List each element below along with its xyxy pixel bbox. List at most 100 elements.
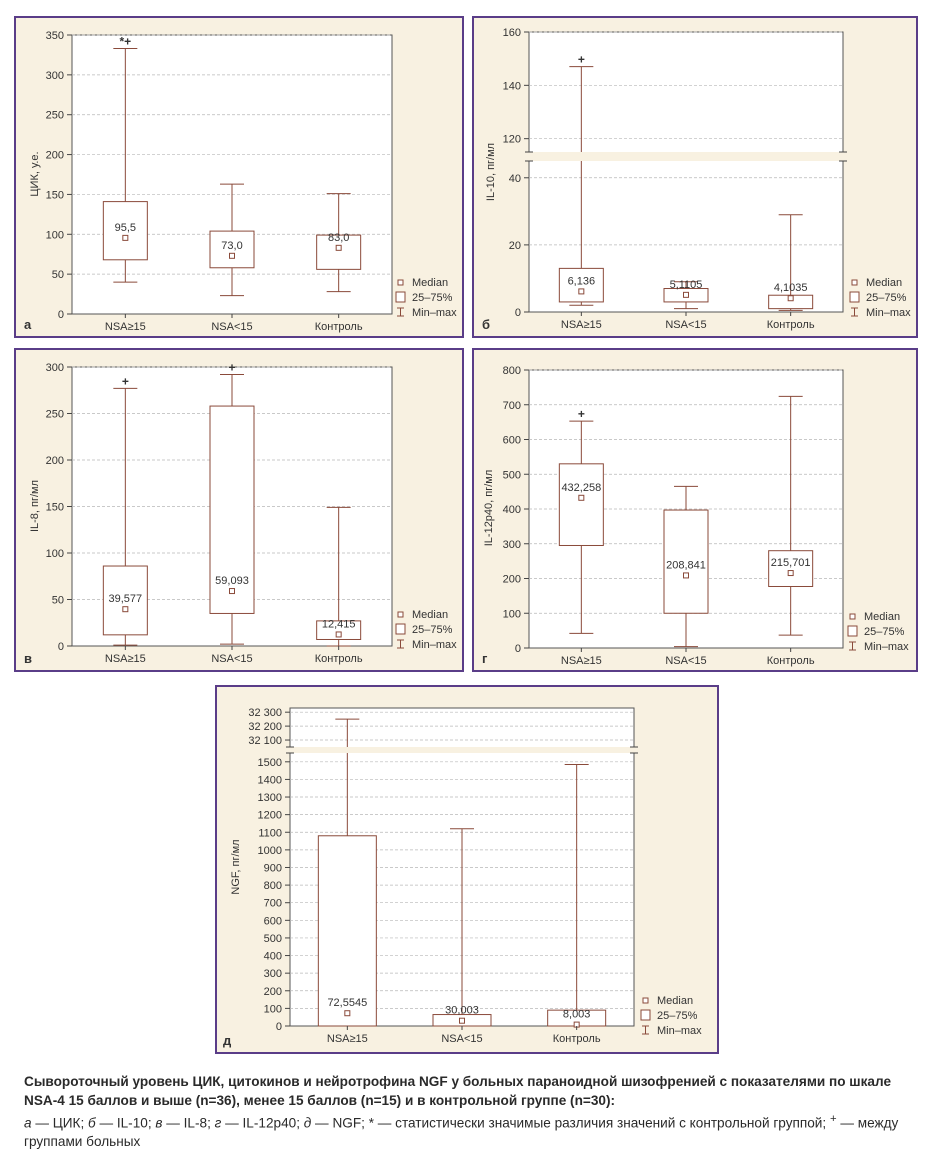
y-tick-label: 0 — [58, 309, 64, 321]
legend-box-swatch — [395, 623, 406, 635]
y-tick-label: 100 — [46, 548, 64, 560]
legend-median-label: Median — [657, 995, 693, 1007]
iqr-box — [316, 234, 362, 270]
panel-label-d: д — [223, 1033, 232, 1048]
legend-median-label: Median — [412, 277, 448, 289]
boxes-a: 95,5 *+ 73,0 83,0 — [102, 35, 362, 297]
panel-label-v: в — [24, 651, 32, 666]
y-tick-label: 40 — [509, 173, 521, 185]
y-tick-label: 150 — [46, 502, 64, 514]
median-marker — [787, 570, 794, 577]
y-tick-label: 50 — [52, 269, 64, 281]
y-axis-label-d: NGF, пг/мл — [230, 839, 242, 894]
iqr-box — [768, 294, 814, 310]
significance-marker: + — [578, 407, 585, 421]
figure-caption: Сывороточный уровень ЦИК, цитокинов и не… — [24, 1073, 916, 1152]
y-tick-label: 50 — [52, 595, 64, 607]
y-axis-d: 0 100 200 300 400 500 600 700 800 900 1000 1100 1200… — [248, 707, 638, 1033]
iqr-box — [558, 463, 604, 546]
median-marker — [578, 494, 585, 501]
y-tick-label: 1100 — [258, 827, 282, 839]
caption-text-b: IL-10 — [116, 1115, 148, 1131]
legend-v: Median 25–75% Min–max — [395, 609, 457, 651]
y-tick-label: 100 — [264, 1003, 282, 1015]
legend-whisker-label: Min–max — [412, 307, 457, 319]
chart-panel-b: 6,136 +5,1105 4,1035 0 20 40 120 140 160 NSA≥15… — [472, 16, 918, 338]
median-marker — [335, 631, 342, 638]
x-tick-label: Контроль — [767, 319, 815, 331]
legend-median-label: Median — [866, 277, 902, 289]
median-marker — [459, 1017, 465, 1024]
median-marker — [122, 234, 129, 241]
caption-text-d: NGF — [332, 1115, 362, 1131]
significance-marker: *+ — [119, 35, 131, 49]
median-label: 215,701 — [771, 557, 811, 569]
y-tick-label: 600 — [503, 435, 521, 447]
legend-box-label: 25–75% — [412, 292, 453, 304]
significance-marker: + — [228, 360, 235, 374]
y-tick-label: 200 — [46, 455, 64, 467]
x-tick-label: NSA<15 — [211, 321, 252, 333]
y-axis-label-a: ЦИК, у.е. — [29, 151, 41, 196]
caption-text-g: IL-12p40 — [242, 1115, 297, 1131]
median-label: 39,577 — [109, 593, 143, 605]
x-tick-label: Контроль — [315, 653, 363, 665]
iqr-box — [558, 267, 604, 303]
y-tick-label: 100 — [503, 608, 521, 620]
y-tick-label: 140 — [503, 80, 521, 92]
y-tick-label: 700 — [264, 898, 282, 910]
iqr-box — [209, 405, 255, 614]
median-label: 432,258 — [561, 482, 601, 494]
significance-marker: + — [578, 53, 585, 67]
legend-whisker-label: Min–max — [657, 1025, 702, 1037]
median-marker — [344, 1010, 351, 1017]
y-tick-label: 1000 — [258, 845, 282, 857]
y-tick-label: 32 200 — [248, 721, 282, 733]
median-marker — [229, 588, 235, 595]
x-tick-label: NSA≥15 — [561, 655, 602, 667]
y-tick-label: 1500 — [258, 757, 282, 769]
y-tick-label: 0 — [515, 307, 521, 319]
y-tick-label: 100 — [46, 229, 64, 241]
chart-svg-v: 39,577+59,093+12,415 050100150200250300 … — [24, 360, 457, 666]
caption-legend-line: а — ЦИК; б — IL-10; в — IL-8; г — IL-12p… — [24, 1113, 899, 1150]
median-marker — [578, 288, 585, 295]
x-tick-label: NSA≥15 — [105, 321, 146, 333]
x-tick-label: NSA≥15 — [327, 1033, 368, 1045]
boxes-g: 432,258 +208,841 215,701 — [558, 395, 814, 648]
iqr-box — [209, 230, 255, 269]
y-tick-label: 1400 — [258, 774, 282, 786]
y-tick-label: 150 — [46, 189, 64, 201]
legend-box-label: 25–75% — [412, 624, 453, 636]
caption-key-d: д — [303, 1115, 312, 1131]
caption-key-b: б — [88, 1115, 96, 1131]
median-label: 30,003 — [445, 1005, 479, 1017]
boxes-v: 39,577 +59,093 +12,415 — [102, 360, 362, 647]
chart-panel-d: 72,5545 30,003 8,003 0 100 200 300 400 500 600 70… — [215, 685, 719, 1054]
y-tick-label: 500 — [503, 469, 521, 481]
y-tick-label: 600 — [264, 915, 282, 927]
median-label: 5,1105 — [670, 279, 703, 291]
legend-median-label: Median — [864, 611, 900, 623]
y-tick-label: 0 — [58, 641, 64, 653]
chart-panel-a: 95,5 *+ 73,0 83,0 0 50 100 150 200 250 300 350 NSA… — [14, 16, 464, 338]
median-marker — [335, 244, 342, 251]
caption-key-g: г — [214, 1115, 222, 1131]
x-tick-label: Контроль — [553, 1033, 601, 1045]
median-marker — [122, 606, 129, 613]
y-axis-v: 0 50 100 150 200 250 300 — [46, 362, 72, 653]
caption-text-a: ЦИК — [52, 1115, 81, 1131]
y-tick-label: 32 100 — [248, 735, 282, 747]
x-tick-label: NSA<15 — [211, 653, 252, 665]
legend-d: Median 25–75% Min–max — [640, 995, 702, 1037]
iqr-box — [316, 620, 362, 640]
iqr-box — [317, 835, 377, 1027]
legend-whisker-swatch — [849, 641, 856, 651]
median-label: 83,0 — [328, 232, 349, 244]
x-axis-a: NSA≥15 NSA<15 Контроль — [105, 314, 363, 333]
axis-break-b — [524, 152, 849, 161]
y-tick-label: 400 — [264, 951, 282, 963]
median-label: 4,1035 — [774, 282, 808, 294]
legend-box-label: 25–75% — [866, 292, 907, 304]
iqr-box — [768, 550, 814, 587]
